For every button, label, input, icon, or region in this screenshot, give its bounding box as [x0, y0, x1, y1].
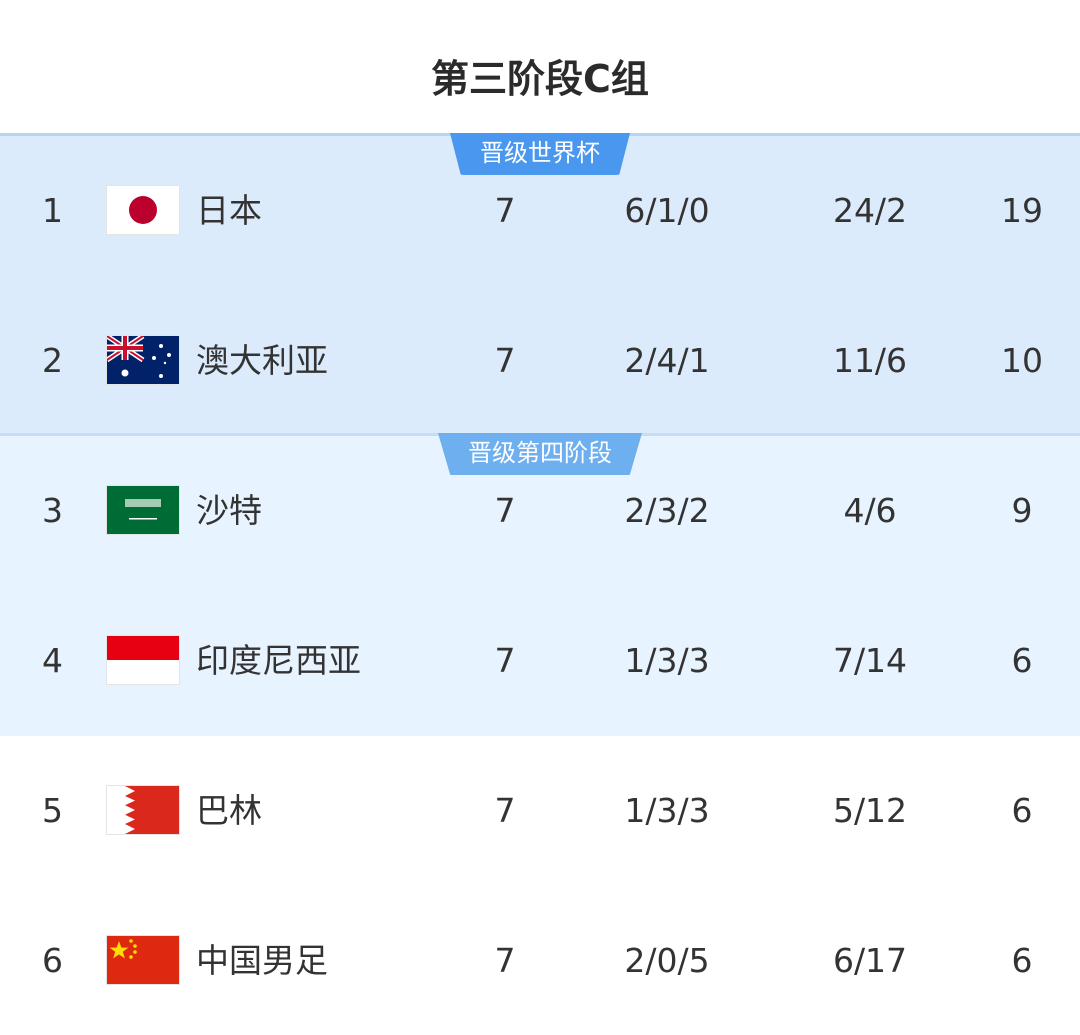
- win-draw-loss: 1/3/3: [624, 641, 710, 680]
- rank: 6: [42, 941, 63, 980]
- australia-flag: [105, 333, 179, 384]
- points: 6: [1011, 941, 1033, 980]
- japan-flag: [107, 186, 179, 234]
- matches-played: 7: [494, 791, 516, 830]
- rank: 5: [42, 791, 63, 830]
- goals-for-against: 7/14: [832, 641, 908, 680]
- matches-played: 7: [494, 491, 516, 530]
- points: 6: [1011, 791, 1033, 830]
- team-name: 沙特: [196, 491, 262, 530]
- points: 19: [1001, 191, 1043, 230]
- team-name: 日本: [196, 191, 262, 230]
- goals-for-against: 4/6: [843, 491, 897, 530]
- standings-row[interactable]: 4 印度尼西亚 7 1/3/3 7/14 6: [0, 585, 1080, 735]
- standings-row[interactable]: 1 日本 7 6/1/0 24/2 19: [0, 135, 1080, 285]
- win-draw-loss: 2/3/2: [624, 491, 710, 530]
- qualify-fourth-round-badge: 晋级第四阶段: [438, 433, 642, 475]
- indonesia-flag: [107, 636, 179, 684]
- saudi-arabia-flag: [107, 486, 179, 534]
- matches-played: 7: [494, 941, 516, 980]
- win-draw-loss: 2/4/1: [624, 341, 710, 380]
- points: 6: [1011, 641, 1033, 680]
- standings-row[interactable]: 3 沙特 7 2/3/2 4/6 9: [0, 435, 1080, 585]
- win-draw-loss: 1/3/3: [624, 791, 710, 830]
- standings-row[interactable]: 2 澳大利亚 7 2/4/1 11/6 10: [0, 285, 1080, 435]
- team-name: 印度尼西亚: [196, 641, 361, 680]
- matches-played: 7: [494, 191, 516, 230]
- win-draw-loss: 6/1/0: [624, 191, 710, 230]
- rank: 2: [42, 341, 63, 380]
- page-title: 第三阶段C组: [431, 57, 649, 101]
- bahrain-flag: [107, 786, 179, 834]
- goals-for-against: 24/2: [832, 191, 908, 230]
- team-name: 巴林: [196, 791, 262, 830]
- standings-row[interactable]: 6 中国男足 7 2/0/5 6/17 6: [0, 885, 1080, 1035]
- team-name: 中国男足: [196, 941, 328, 980]
- win-draw-loss: 2/0/5: [624, 941, 710, 980]
- goals-for-against: 11/6: [832, 341, 908, 380]
- qualify-world-cup-badge: 晋级世界杯: [450, 133, 630, 175]
- matches-played: 7: [494, 641, 516, 680]
- goals-for-against: 6/17: [832, 941, 908, 980]
- zone-world-cup: 晋级世界杯: [0, 133, 1080, 436]
- zone-fourth-round: 晋级第四阶段: [0, 433, 1080, 736]
- goals-for-against: 5/12: [832, 791, 908, 830]
- china-flag: [107, 936, 179, 984]
- standings-row[interactable]: 5 巴林 7 1/3/3 5/12 6: [0, 735, 1080, 885]
- rank: 4: [42, 641, 63, 680]
- team-name: 澳大利亚: [196, 341, 328, 380]
- points: 10: [1001, 341, 1043, 380]
- matches-played: 7: [494, 341, 516, 380]
- rank: 3: [42, 491, 63, 530]
- points: 9: [1011, 491, 1033, 530]
- rank: 1: [42, 191, 63, 230]
